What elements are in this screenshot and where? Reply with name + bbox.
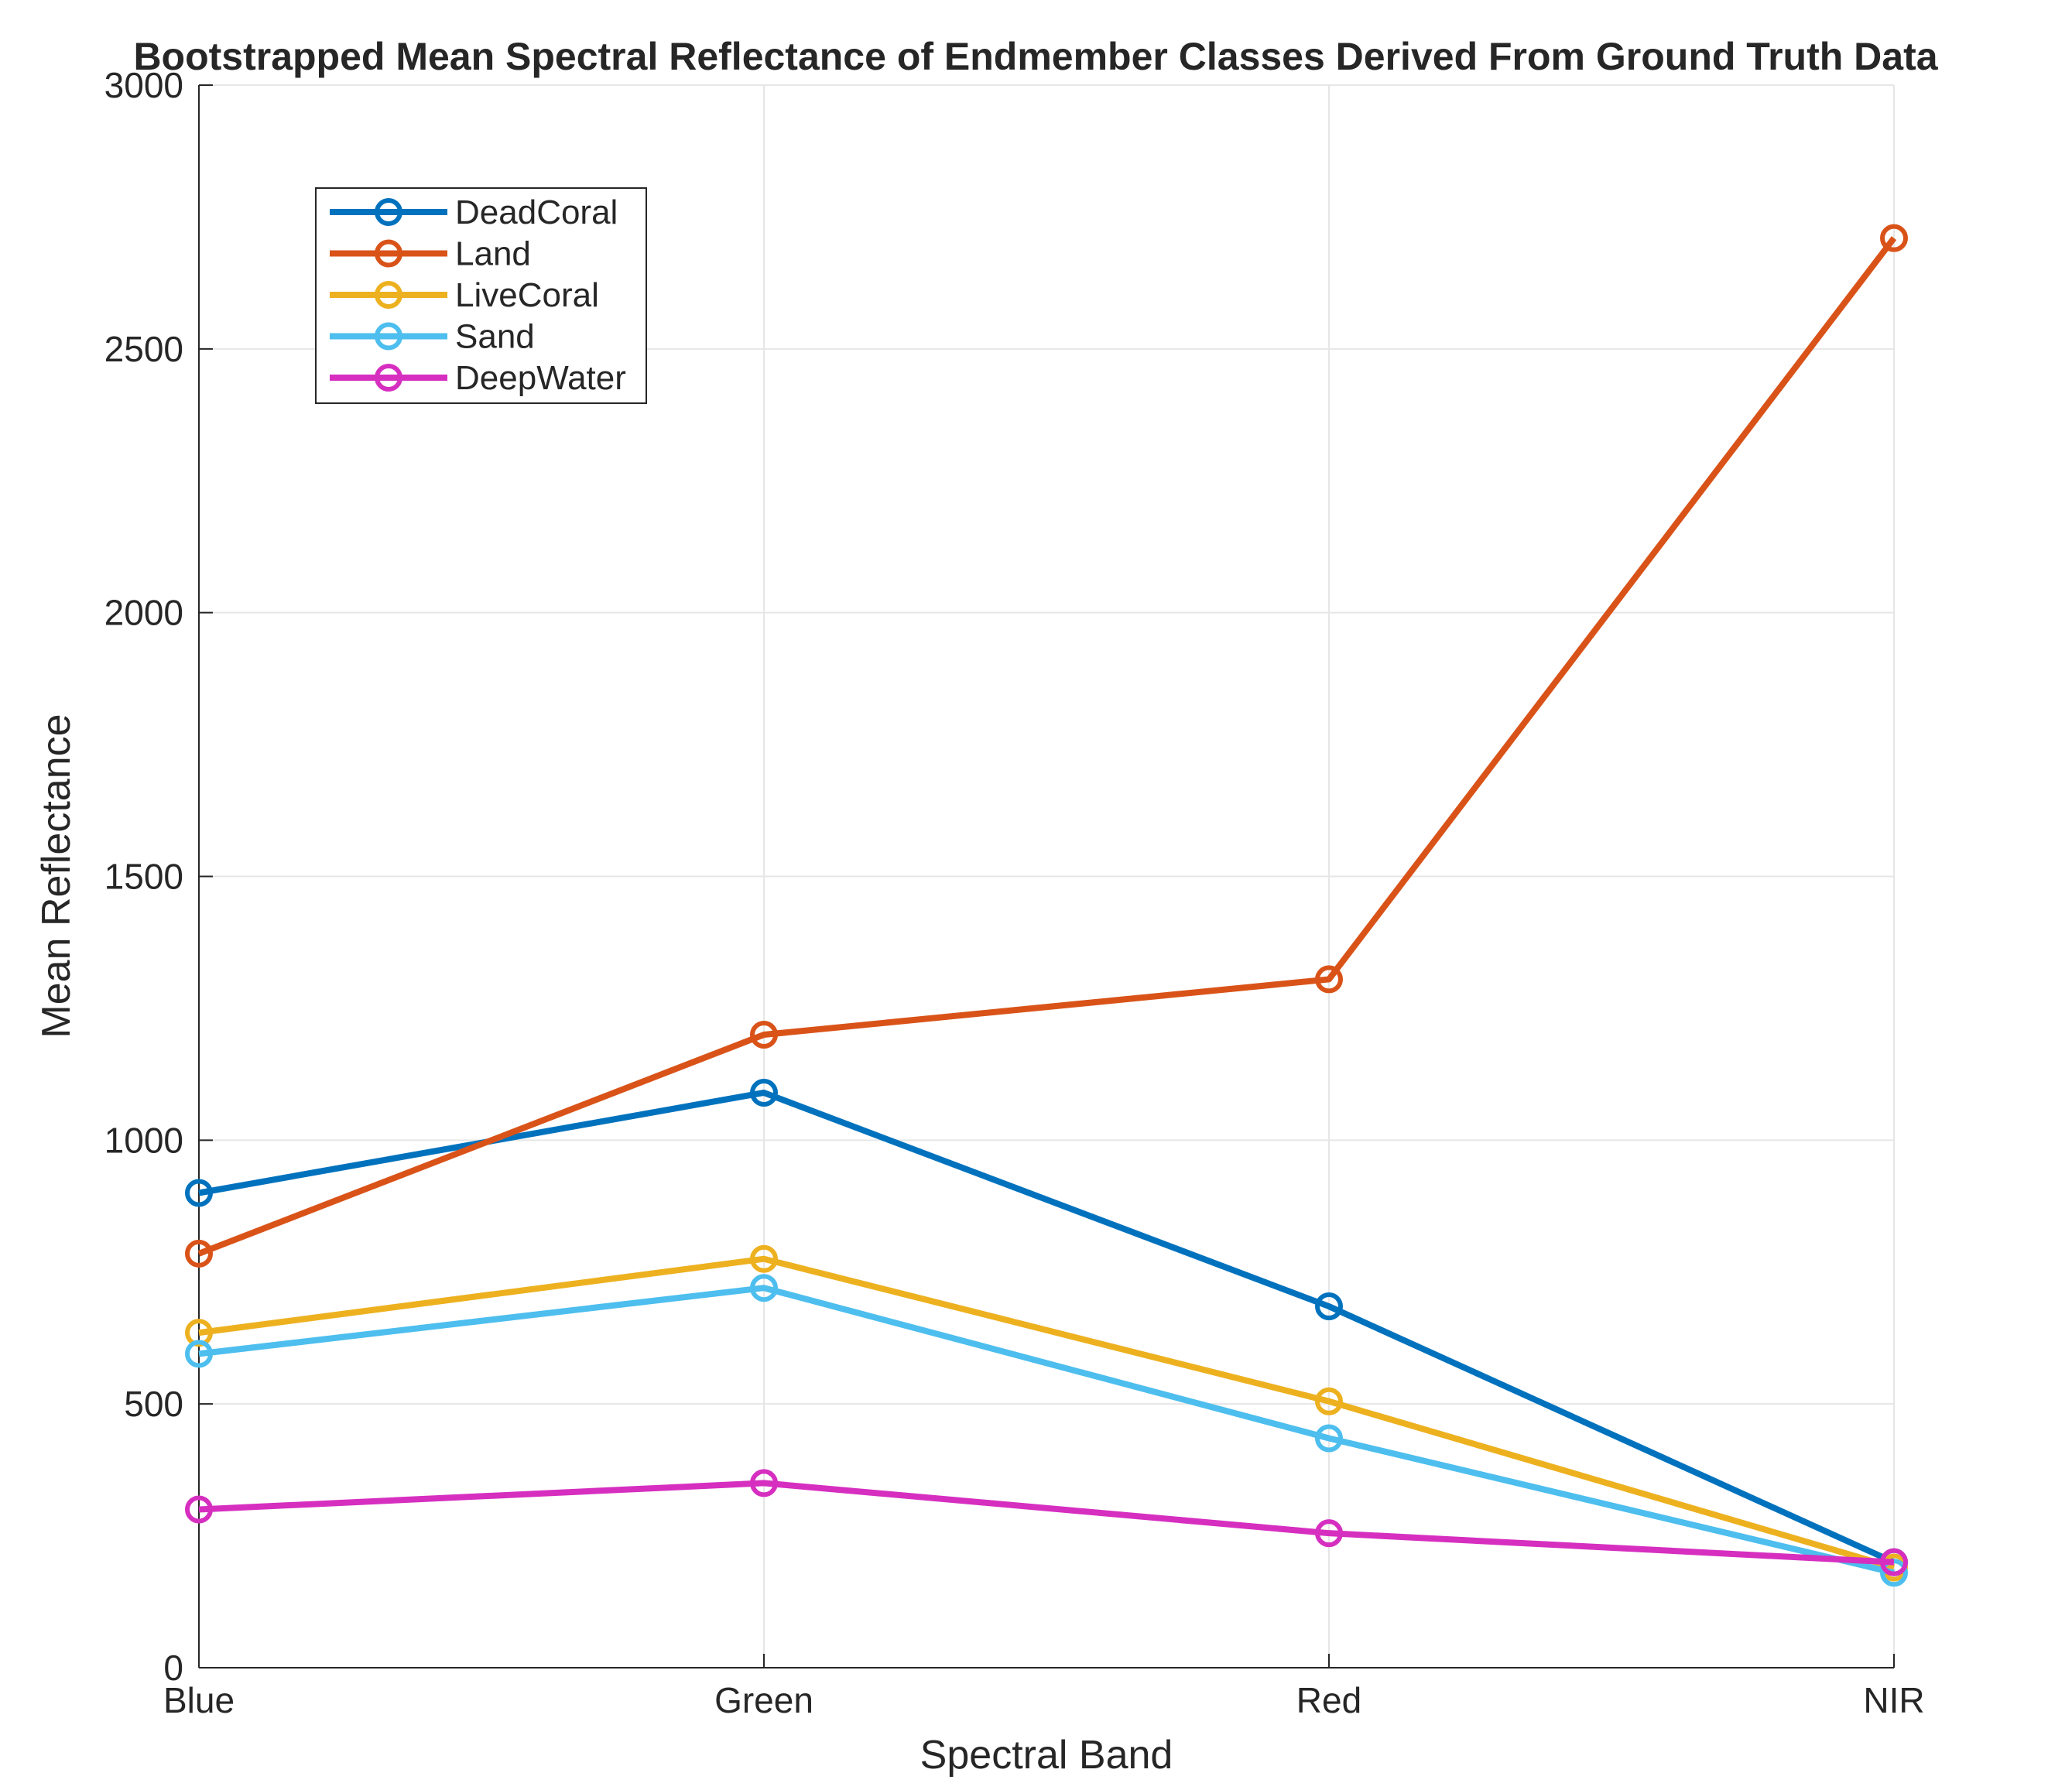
data-point bbox=[1880, 1548, 1908, 1576]
legend-swatch-marker bbox=[375, 198, 402, 226]
data-point bbox=[1315, 1519, 1343, 1548]
data-point bbox=[185, 1179, 213, 1207]
x-tick-label: Red bbox=[1296, 1680, 1361, 1720]
legend-label: Land bbox=[455, 235, 531, 273]
y-tick-label: 1000 bbox=[104, 1120, 183, 1160]
legend-swatch-marker bbox=[375, 281, 402, 309]
y-tick-label: 1500 bbox=[104, 857, 183, 897]
y-tick-label: 2500 bbox=[104, 329, 183, 369]
series-line bbox=[198, 1480, 1895, 1566]
legend-item: Sand bbox=[330, 318, 535, 356]
data-point bbox=[1880, 224, 1908, 252]
legend-item: DeadCoral bbox=[330, 193, 618, 231]
legend-item: LiveCoral bbox=[330, 276, 599, 314]
chart-title: Bootstrapped Mean Spectral Reflectance o… bbox=[133, 35, 1938, 78]
series-deepwater bbox=[185, 1469, 1908, 1576]
y-tick-label: 500 bbox=[124, 1384, 183, 1424]
data-point bbox=[750, 1274, 778, 1302]
y-tick-label: 2000 bbox=[104, 593, 183, 633]
legend-swatch-marker bbox=[375, 322, 402, 351]
legend-item: DeepWater bbox=[330, 359, 626, 397]
x-tick-label: NIR bbox=[1863, 1680, 1924, 1720]
data-point bbox=[185, 1239, 213, 1268]
axes: 0 500 1000 1500 2000 2500 3000 Blue Green Red NIR bbox=[104, 65, 1925, 1720]
y-tick-label: 3000 bbox=[104, 65, 183, 105]
series-land bbox=[185, 224, 1908, 1268]
series-line bbox=[198, 1255, 1896, 1571]
series-group bbox=[185, 224, 1908, 1587]
data-point bbox=[750, 1021, 778, 1049]
legend-item: Land bbox=[330, 235, 531, 273]
x-axis-label: Spectral Band bbox=[920, 1733, 1173, 1778]
series-livecoral bbox=[185, 1244, 1908, 1582]
legend-swatch-marker bbox=[375, 239, 402, 268]
data-point bbox=[1315, 1292, 1343, 1321]
x-tick-label: Blue bbox=[163, 1680, 235, 1720]
data-point bbox=[185, 1495, 213, 1524]
legend-label: DeadCoral bbox=[455, 193, 618, 231]
data-point bbox=[750, 1469, 778, 1497]
x-tick-label: Green bbox=[714, 1680, 813, 1720]
data-point bbox=[185, 1340, 213, 1368]
data-point bbox=[750, 1078, 778, 1107]
data-point bbox=[1315, 965, 1343, 994]
legend-label: LiveCoral bbox=[455, 276, 599, 314]
series-sand bbox=[185, 1274, 1908, 1587]
legend-label: Sand bbox=[455, 318, 535, 356]
data-point bbox=[1315, 1424, 1343, 1453]
data-point bbox=[750, 1244, 778, 1273]
y-tick-label: 0 bbox=[163, 1648, 183, 1688]
series-line bbox=[197, 236, 1897, 1257]
data-point bbox=[1315, 1387, 1343, 1415]
legend-label: DeepWater bbox=[455, 359, 626, 397]
series-line bbox=[198, 1285, 1895, 1576]
legend-swatch-marker bbox=[375, 364, 402, 392]
y-axis-label: Mean Reflectance bbox=[34, 714, 79, 1038]
